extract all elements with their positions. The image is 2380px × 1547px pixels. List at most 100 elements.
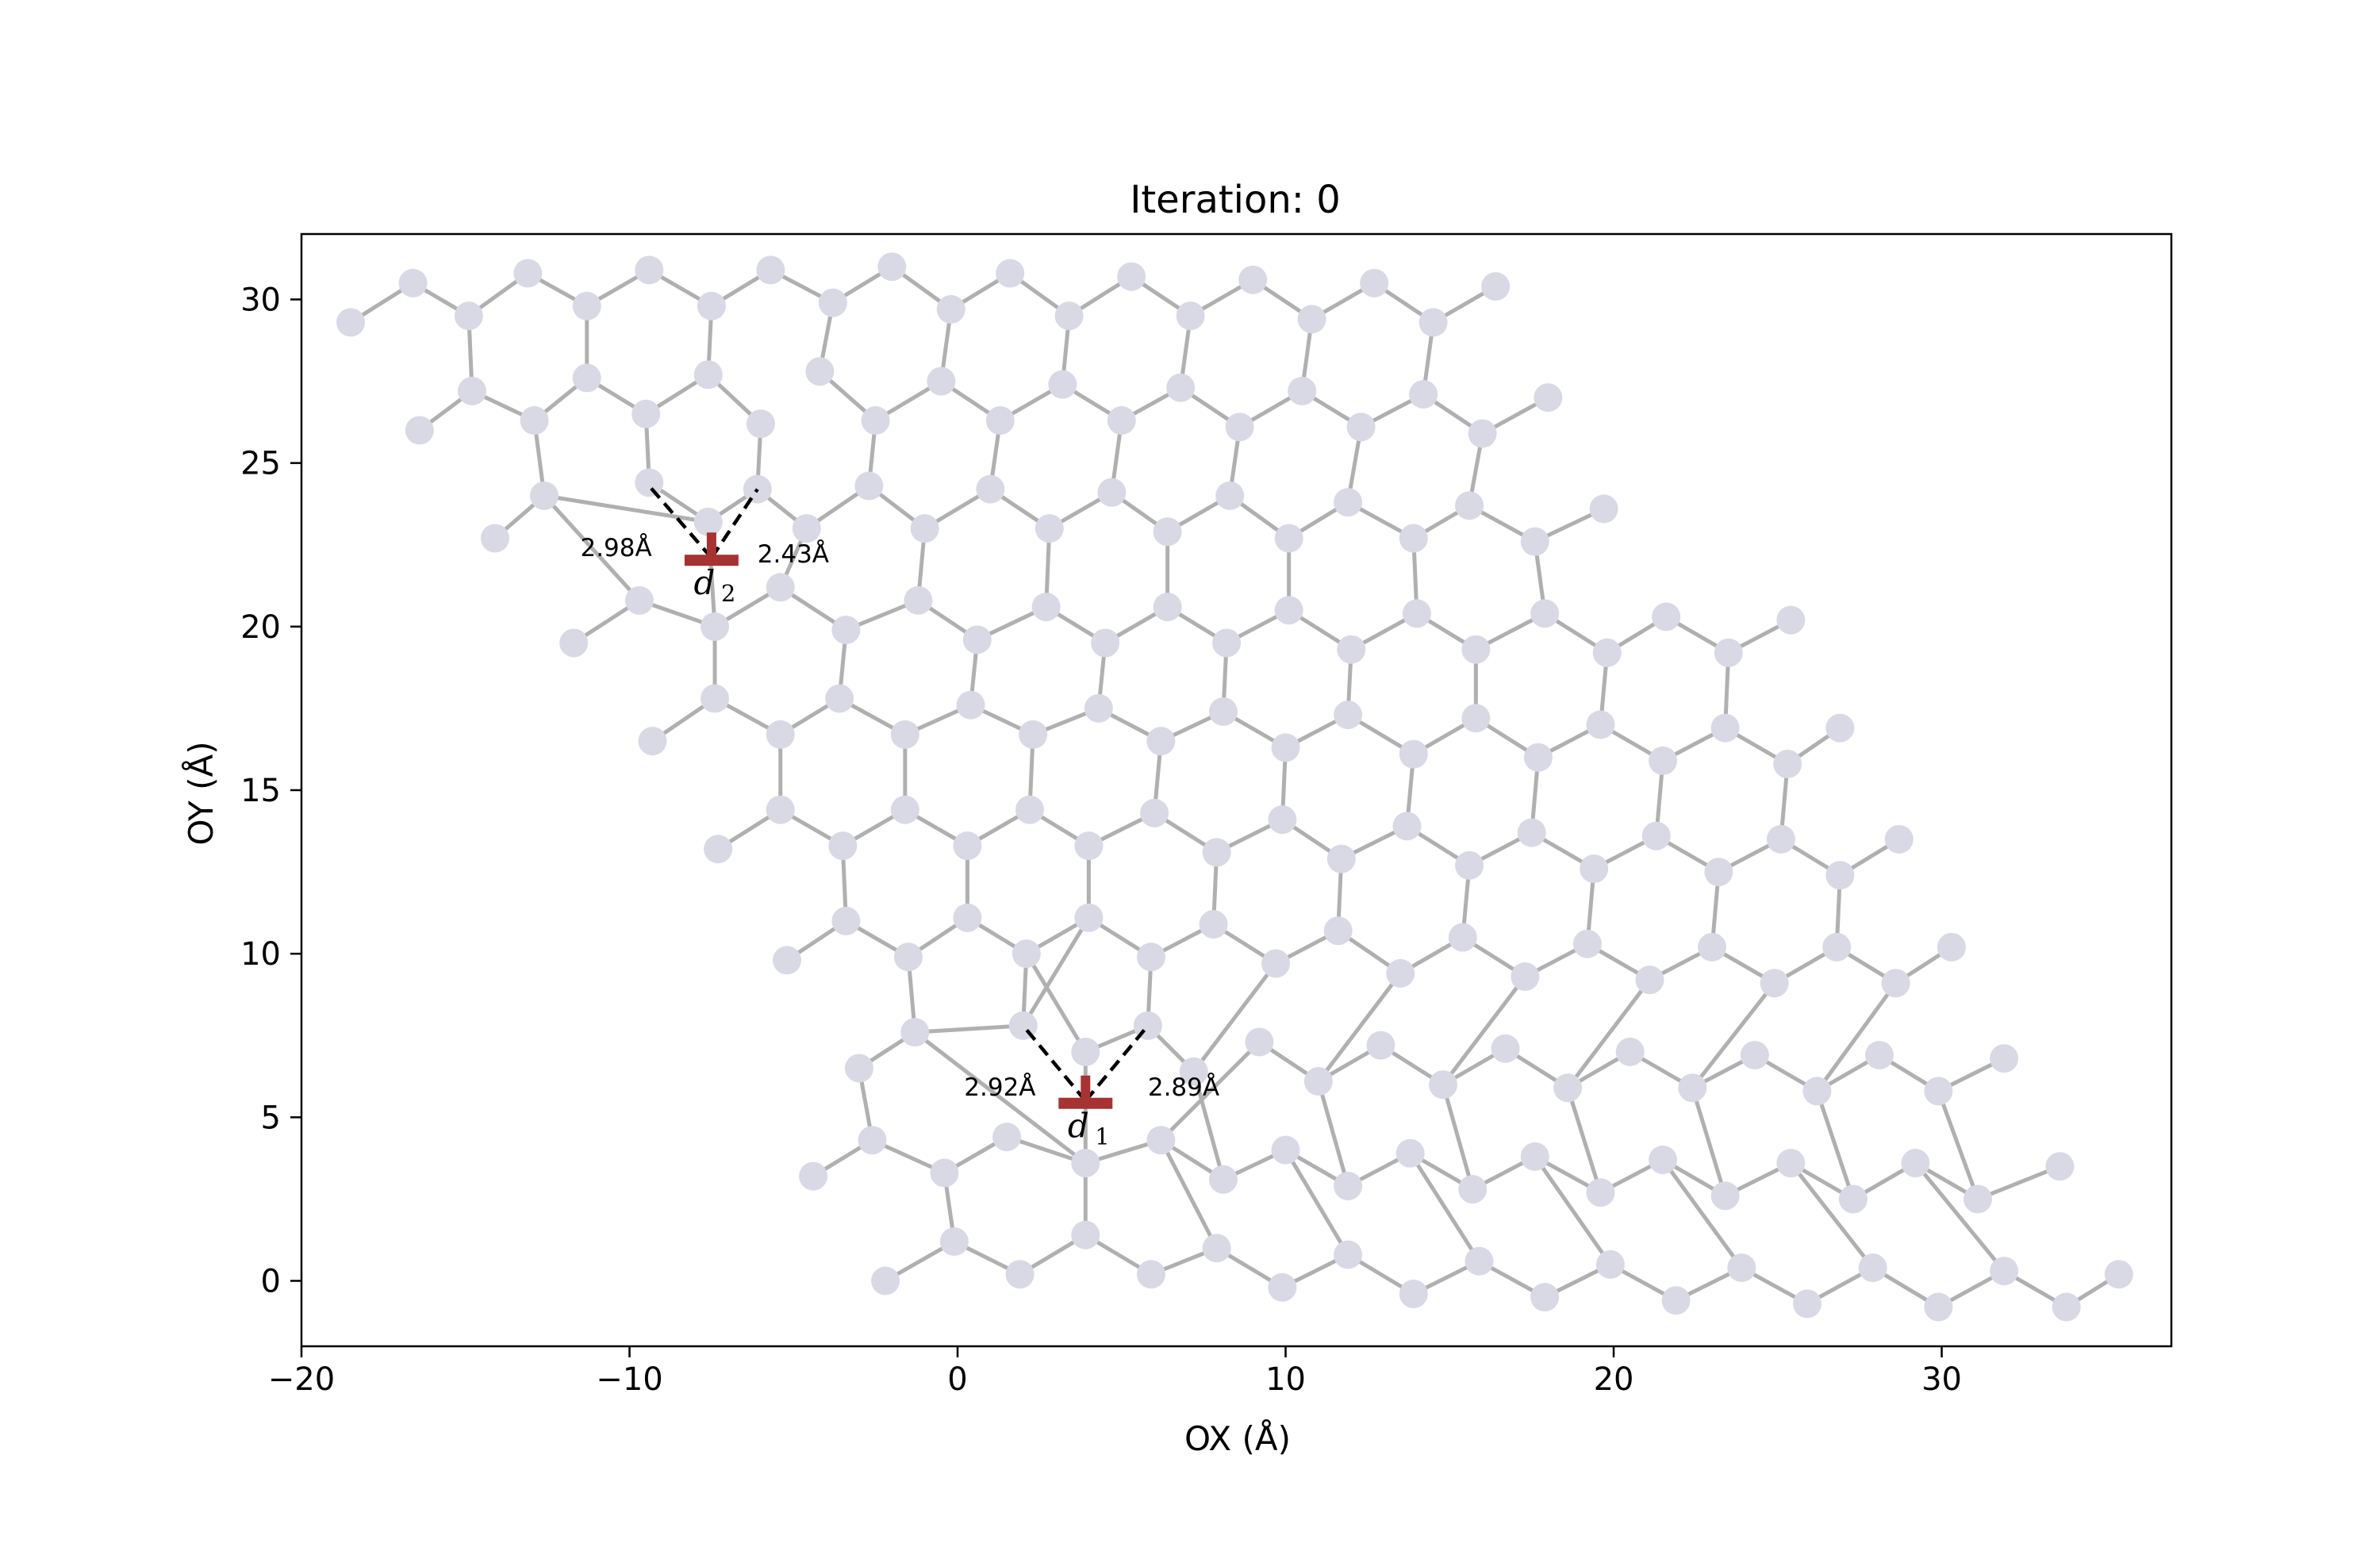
atom-89 [1271,733,1300,762]
atom-179 [939,1227,969,1257]
atom-43 [693,507,723,536]
atom-140 [900,1018,930,1047]
atom-34 [1225,413,1254,442]
atom-94 [1586,710,1615,739]
atom-122 [953,903,982,932]
atom-7 [756,255,785,285]
bond-267 [1021,916,1091,1028]
atom-104 [1015,795,1044,824]
atom-158 [799,1161,828,1191]
atom-1 [398,268,428,298]
atom-85 [1019,720,1048,749]
x-tick-label: 30 [1921,1361,1962,1398]
atom-38 [1468,419,1497,448]
atom-31 [1048,370,1077,399]
bond-56 [542,493,711,524]
y-tick-label: 20 [240,609,281,646]
atom-178 [871,1266,900,1296]
atom-134 [1698,932,1727,962]
bond-244 [1660,1157,1744,1270]
atom-90 [1334,701,1363,730]
atom-24 [631,399,661,428]
atom-74 [1530,599,1560,628]
atom-169 [1520,1142,1549,1171]
atom-82 [825,684,854,713]
atom-196 [2052,1292,2081,1322]
atom-21 [458,376,487,405]
atom-97 [1773,750,1802,779]
atom-151 [1615,1037,1645,1066]
y-axis: 0 5 10 15 20 25 30 [240,282,301,1300]
bond-192 [1690,981,1777,1090]
y-tick-label: 25 [240,446,281,482]
atom-173 [1776,1149,1806,1178]
bond-211 [912,1030,1088,1165]
atom-191 [1727,1253,1756,1283]
dislocation-2-stem [706,532,716,562]
atom-50 [1097,478,1127,507]
atom-119 [772,946,801,975]
atom-118 [1884,824,1914,854]
atom-107 [1202,838,1231,867]
atom-41 [529,481,559,510]
atom-168 [1458,1175,1488,1204]
atom-75 [1592,638,1622,667]
x-tick-label: −10 [596,1361,662,1398]
atom-29 [927,367,956,396]
dislocation-2-distance-label-2: 2.43Å [758,540,829,569]
atom-55 [1399,524,1428,553]
atom-62 [766,573,795,602]
atom-17 [1360,268,1389,298]
atom-66 [1031,593,1061,622]
dislocation-1-stem [1081,1075,1091,1104]
atom-19 [1481,271,1511,301]
atom-16 [1297,305,1326,334]
atom-45 [792,514,821,543]
atom-157 [1990,1044,2019,1073]
atom-79 [638,727,667,756]
atom-163 [1146,1126,1176,1155]
atom-53 [1274,524,1303,553]
bond-188 [1192,962,1278,1074]
bond-218 [1936,1088,1980,1201]
x-tick-label: 0 [947,1361,967,1398]
atom-23 [572,363,601,393]
chart-title: Iteration: 0 [1130,178,1341,222]
atom-188 [1530,1283,1560,1312]
atom-52 [1215,481,1245,510]
atom-92 [1461,704,1491,733]
x-axis-label: OX (Å) [1184,1418,1291,1458]
atom-83 [890,720,919,749]
atom-110 [1392,812,1422,841]
atom-60 [624,585,654,615]
x-tick-label: 10 [1265,1361,1306,1398]
bond-241 [1284,1148,1350,1257]
x-axis: −20 −10 0 10 20 30 [268,1346,1962,1398]
atom-167 [1395,1138,1425,1168]
atom-39 [1534,383,1563,413]
atom-12 [1054,301,1084,331]
atom-182 [1136,1260,1165,1289]
atom-101 [828,831,858,861]
atom-27 [805,357,835,386]
bond-212 [1192,1069,1226,1182]
atom-93 [1523,743,1553,772]
atom-103 [953,831,982,861]
atom-180 [1005,1260,1035,1289]
bond-193 [1814,981,1898,1093]
atom-3 [513,259,543,288]
atom-137 [1881,969,1910,998]
atom-159 [858,1126,887,1155]
bond-242 [1408,1151,1481,1264]
bond-191 [1565,977,1653,1090]
atom-47 [910,514,939,543]
dislocation-1-label-subscript: 1 [1095,1123,1109,1150]
atom-54 [1334,488,1363,517]
atom-156 [1924,1077,1953,1106]
atom-150 [1553,1073,1583,1103]
atom-102 [890,795,919,824]
atom-185 [1334,1240,1363,1269]
atom-171 [1649,1145,1678,1174]
bond-266 [1024,951,1088,1054]
